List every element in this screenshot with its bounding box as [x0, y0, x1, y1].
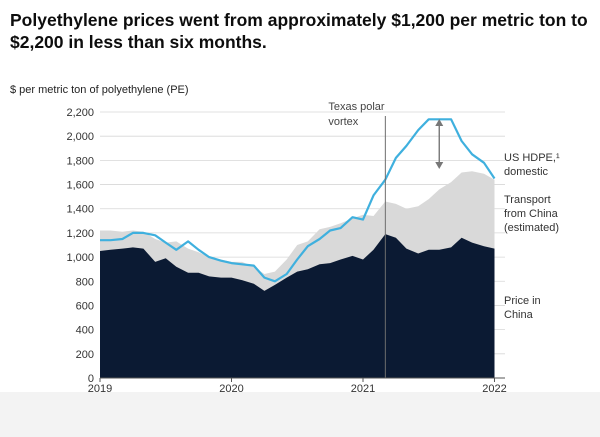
legend-label: China: [504, 309, 534, 321]
price-in-china-area: [100, 234, 495, 378]
y-tick-label: 1,200: [66, 228, 94, 240]
y-tick-label: 600: [76, 300, 94, 312]
legend-label: Transport: [504, 194, 551, 206]
chart-title: Polyethylene prices went from approximat…: [10, 10, 588, 52]
x-tick-label: 2021: [351, 383, 375, 395]
y-tick-label: 1,600: [66, 180, 94, 192]
y-tick-label: 0: [88, 373, 94, 385]
y-tick-label: 1,800: [66, 155, 94, 167]
texas-polar-vortex-label: Texas polar: [328, 101, 385, 113]
y-tick-label: 2,000: [66, 131, 94, 143]
legend-label: (estimated): [504, 222, 559, 234]
arrow-head-down: [435, 162, 444, 170]
us-hdpe-domestic-line: [100, 118, 496, 283]
x-tick-label: 2022: [482, 383, 506, 395]
legend: US HDPE,¹ domestic Transport from China (est…: [504, 152, 560, 321]
y-tick-label: 800: [76, 276, 94, 288]
arrow-head-up: [435, 119, 444, 127]
footer-band: [0, 392, 600, 437]
line-series: [100, 118, 496, 283]
y-axis-unit-label: $ per metric ton of polyethylene (PE): [10, 84, 189, 96]
legend-label: Price in: [504, 295, 541, 307]
axes: 0 200 400 600 800 1,000 1,200 1,400 1,600 1,800 2,…: [66, 107, 506, 395]
area-series: [100, 171, 495, 378]
y-tick-label: 1,400: [66, 204, 94, 216]
legend-label: from China: [504, 208, 559, 220]
y-tick-label: 1,000: [66, 252, 94, 264]
y-tick-label: 400: [76, 325, 94, 337]
y-tick-label: 2,200: [66, 107, 94, 119]
legend-label: domestic: [504, 166, 549, 178]
texas-polar-vortex-label: vortex: [328, 116, 358, 128]
x-tick-label: 2020: [219, 383, 243, 395]
y-tick-label: 200: [76, 349, 94, 361]
x-tick-label: 2019: [88, 383, 112, 395]
legend-label: US HDPE,¹: [504, 152, 560, 164]
annotations: Texas polar vortex: [328, 101, 444, 378]
